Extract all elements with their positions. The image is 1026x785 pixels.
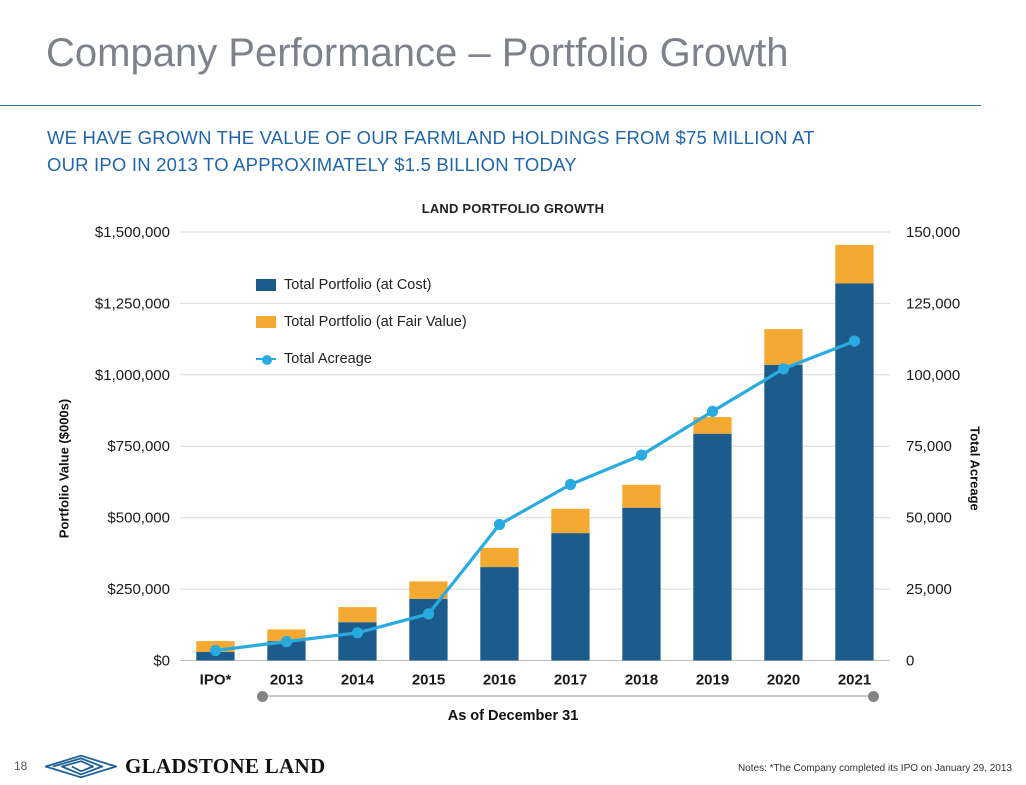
svg-text:25,000: 25,000 [906,581,952,598]
svg-text:$0: $0 [153,653,170,670]
svg-text:$1,250,000: $1,250,000 [95,295,170,312]
svg-text:100,000: 100,000 [906,367,960,384]
svg-text:75,000: 75,000 [906,438,952,455]
svg-text:2015: 2015 [412,672,445,689]
svg-text:2017: 2017 [554,672,587,689]
svg-text:125,000: 125,000 [906,295,960,312]
svg-text:50,000: 50,000 [906,510,952,527]
svg-text:2014: 2014 [341,672,375,689]
svg-text:IPO*: IPO* [200,672,232,689]
svg-text:$1,000,000: $1,000,000 [95,367,170,384]
svg-text:$1,500,000: $1,500,000 [95,224,170,241]
svg-text:$500,000: $500,000 [107,510,170,527]
svg-text:2020: 2020 [767,672,800,689]
svg-text:150,000: 150,000 [906,224,960,241]
svg-text:0: 0 [906,653,914,670]
svg-text:$750,000: $750,000 [107,438,170,455]
svg-text:2021: 2021 [838,672,871,689]
svg-text:2018: 2018 [625,672,658,689]
svg-text:2019: 2019 [696,672,729,689]
svg-text:2016: 2016 [483,672,516,689]
svg-text:2013: 2013 [270,672,303,689]
svg-text:$250,000: $250,000 [107,581,170,598]
